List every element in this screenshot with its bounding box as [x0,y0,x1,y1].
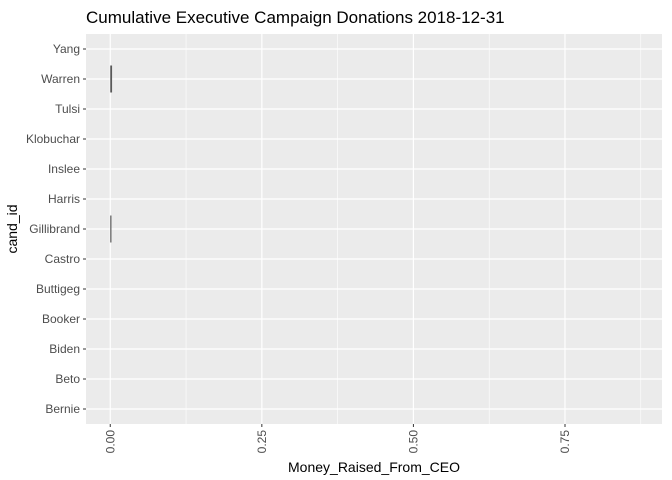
y-tick-label: Warren [41,72,80,86]
y-tick-label: Booker [42,312,80,326]
y-tick-label: Buttigeg [36,282,80,296]
x-axis-ticks: 0.00 0.25 0.50 0.75 [103,424,572,453]
x-axis-title: Money_Raised_From_CEO [288,459,460,475]
y-tick-label: Bernie [45,402,80,416]
y-tick-label: Tulsi [55,102,80,116]
x-tick-label: 0.00 [103,430,117,454]
chart-title: Cumulative Executive Campaign Donations … [86,8,505,27]
x-tick-label: 0.50 [406,430,420,454]
y-tick-label: Klobuchar [26,132,80,146]
y-tick-label: Castro [45,252,81,266]
bars [110,65,113,243]
major-gridlines [86,34,662,424]
y-tick-label: Gillibrand [29,222,80,236]
bar-warren [110,65,113,93]
y-tick-label: Inslee [48,162,80,176]
y-axis-ticks: Yang Warren Tulsi Klobuchar Inslee Harris Gill… [26,42,86,416]
y-tick-label: Yang [53,42,80,56]
y-axis-title: cand_id [4,204,20,253]
x-tick-label: 0.25 [255,430,269,454]
y-tick-label: Beto [55,372,80,386]
y-tick-label: Harris [48,192,80,206]
x-tick-label: 0.75 [558,430,572,454]
y-tick-label: Biden [49,342,80,356]
bar-gillibrand [110,215,112,243]
